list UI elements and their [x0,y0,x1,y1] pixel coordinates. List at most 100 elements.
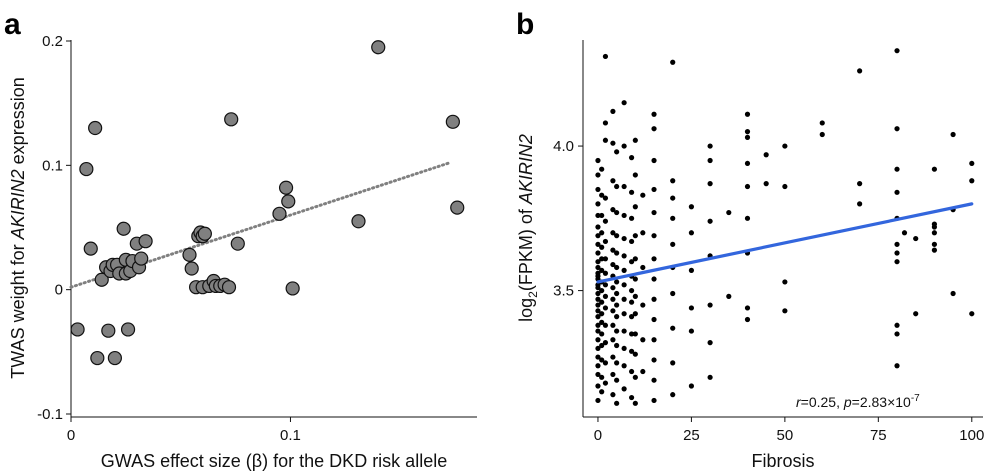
panel-b-data-point [640,192,646,198]
panel-b-y-axis-title: log2(FPKM) of AKIRIN2 [516,134,540,322]
panel-b-data-point [670,325,676,331]
panel-b-data-point [621,235,627,242]
panel-a-data-point [107,350,122,366]
panel-b-data-point [628,287,635,294]
panel-b-data-point [950,131,956,138]
panel-b-data-point [632,311,638,317]
panel-b-data-point [602,218,609,224]
panel-b-data-point [640,264,646,271]
panel-b-data-point [595,345,601,352]
panel-b-data-point [628,238,635,245]
panel-b-data-point [602,137,609,143]
panel-b-data-point [707,374,713,380]
panel-b-data-point [651,337,657,343]
panel-b-data-point [670,59,676,65]
panel-b-data-point [894,241,900,247]
panel-a-data-point [182,247,197,262]
panel-b-data-point [707,181,713,187]
panel-b-data-point [610,247,616,253]
panel-b-data-point [931,166,938,172]
panel-a-x-axis-title: GWAS effect size (β) for the DKD risk al… [101,451,447,471]
panel-a-data-point [197,226,212,241]
panel-b-data-point [632,331,638,337]
panel-b-data-point [670,392,676,398]
panel-b-data-point [621,212,627,219]
panel-b-data-point [670,290,676,297]
panel-b-data-point [894,189,900,195]
panel-b-data-point [602,380,609,386]
panel-b-data-point [628,368,635,375]
panel-b-data-point [602,360,609,366]
panel-b-data-point [628,299,635,305]
panel-b-data-point [599,342,605,349]
panel-b-data-point [628,189,635,195]
panel-b-data-point [602,238,609,245]
panel-b-y-tick-label: 3.5 [553,283,574,300]
panel-b-data-point [931,241,938,247]
panel-b-data-point [632,400,638,406]
panel-b-data-point [628,348,635,354]
panel-b-data-point [969,178,975,184]
panel-b-data-point [950,290,956,297]
panel-b-data-point [969,311,975,317]
panel-b-data-point [599,311,605,317]
panel-a-data-point [94,272,109,287]
panel-b-data-point [599,287,605,294]
panel-b-data-point [614,149,620,155]
panel-b-data-point [894,126,900,132]
panel-a-data-point [230,236,245,251]
panel-b-data-point [621,345,627,352]
panel-b-data-point [744,316,751,323]
panel-b-data-point [931,230,938,236]
panel-b-data-point [651,126,657,132]
panel-b-data-point [595,308,601,314]
panel-a-data-point [83,241,98,256]
panel-b-ticks: 3.5 4.0 0 25 50 75 100 [553,138,984,444]
panel-b-data-point [913,311,919,317]
panel-b-data-point [640,230,646,236]
panel-a-data-point [445,114,460,129]
panel-a-y-title-pre: TWAS weight for [8,239,28,378]
panel-b-data-point [707,218,713,224]
annot-r-label: r [796,394,802,410]
panel-b-data-point [595,314,601,320]
panel-b-data-point [621,282,627,288]
panel-b-y-title-sub: 2 [526,291,540,298]
panel-b-data-point [651,397,657,404]
panel-b-data-point [595,302,601,308]
panel-b-data-point [632,293,638,299]
panel-b-data-point [894,48,900,54]
panel-a-data-point [224,112,239,127]
panel-b-data-point [599,212,605,219]
panel-a-data-point [90,350,105,366]
panel-a-data-point [88,120,103,136]
panel-b-data-point [610,337,616,343]
panel-b-y-title-mid: (FPKM) of [516,204,536,291]
panel-a-data-point [285,281,300,296]
panel-b-x-tick-label: 0 [594,427,602,444]
panel-b-data-point [651,316,657,323]
panel-b-data-point [688,305,695,311]
panel-b-data-point [621,143,627,149]
panel-b-data-point [651,209,657,216]
panel-b-data-point [599,256,605,262]
panel-b-data-point [610,354,616,360]
panel-b-data-point [614,209,620,216]
panel-b-data-point [651,157,657,164]
panel-b-data-point [595,233,601,239]
panel-b-data-point [621,311,627,317]
panel-a: a -0.100.10.20 0.1 GWAS effect size (β) f… [4,8,477,471]
panel-b-data-point [628,331,635,337]
panel-b-data-point [599,331,605,337]
panel-b-y-title-gene: AKIRIN2 [516,134,536,205]
panel-b-data-point [621,386,627,392]
panel-b-data-point [931,247,938,253]
panel-a-data-point [371,40,386,55]
panel-b-fit-line [596,202,974,284]
panel-b-data-point [595,224,601,230]
annot-p-label: p [843,394,852,410]
panel-b-data-point [901,230,908,236]
panel-b-data-point [894,166,900,172]
panel-b-y-title-pre: log [516,298,536,322]
panel-b-data-point [621,100,627,106]
